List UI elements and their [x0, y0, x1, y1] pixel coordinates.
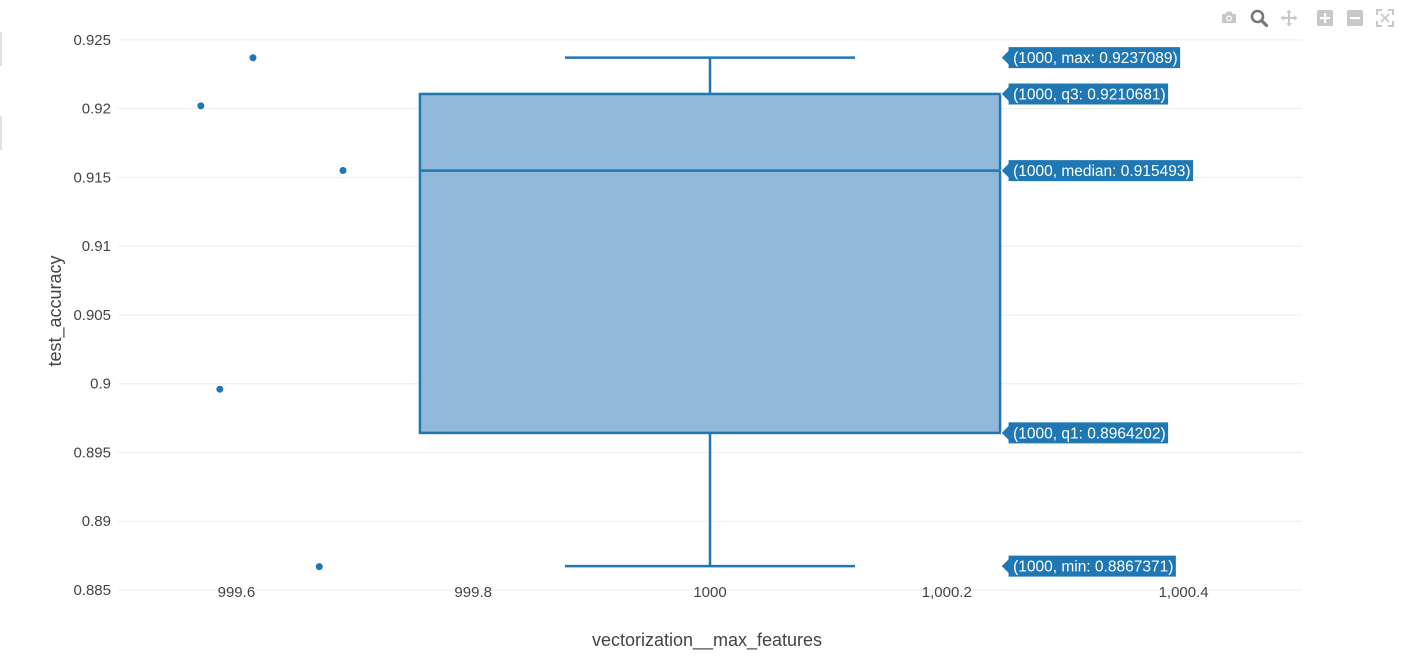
autoscale-icon	[1376, 9, 1394, 27]
x-tick-label: 999.8	[454, 584, 492, 601]
hover-label-box	[1000, 421, 1170, 445]
y-tick-label: 0.92	[82, 101, 111, 118]
y-tick-label: 0.915	[73, 169, 111, 186]
hover-label-text: (1000, max: 0.9237089)	[1013, 50, 1178, 67]
hover-label-q1: (1000, q1: 0.8964202)	[1000, 421, 1170, 445]
hover-label-box	[1000, 159, 1195, 183]
hover-label-q3: (1000, q3: 0.9210681)	[1000, 82, 1170, 106]
autoscale-button[interactable]	[1373, 6, 1397, 30]
x-axis-ticks: 999.6 999.8 1000 1,000.2 1,000.4	[218, 584, 1209, 601]
y-tick-label: 0.9	[90, 376, 111, 393]
y-tick-label: 0.925	[73, 32, 111, 49]
hover-label-min: (1000, min: 0.8867371)	[1000, 554, 1177, 578]
hover-label-max: (1000, max: 0.9237089)	[1000, 46, 1182, 70]
hover-label-box	[1000, 554, 1177, 578]
pan-icon	[1280, 9, 1298, 27]
hover-label-text: (1000, q1: 0.8964202)	[1013, 425, 1166, 442]
x-tick-label: 999.6	[218, 584, 256, 601]
x-tick-label: 1,000.4	[1159, 584, 1209, 601]
data-point[interactable]	[249, 54, 257, 62]
box-trace[interactable]	[418, 56, 1002, 568]
zoom-out-button[interactable]	[1343, 6, 1367, 30]
data-points[interactable]	[197, 54, 347, 571]
y-tick-label: 0.895	[73, 444, 111, 461]
x-tick-label: 1000	[693, 584, 726, 601]
y-axis-title: test_accuracy	[45, 255, 66, 366]
y-tick-label: 0.89	[82, 513, 111, 530]
data-point[interactable]	[197, 102, 205, 110]
zoom-button[interactable]	[1247, 6, 1271, 30]
camera-icon	[1222, 11, 1236, 23]
zoom-icon	[1250, 9, 1269, 28]
y-tick-label: 0.91	[82, 238, 111, 255]
hover-label-text: (1000, median: 0.915493)	[1013, 163, 1191, 180]
box-iqr[interactable]	[418, 92, 1002, 435]
left-edge-marker-top	[0, 32, 2, 66]
hover-label-box	[1000, 46, 1182, 70]
left-edge-marker-bottom	[0, 116, 2, 150]
y-tick-label: 0.885	[73, 582, 111, 599]
data-point[interactable]	[315, 563, 323, 571]
x-tick-label: 1,000.2	[922, 584, 972, 601]
data-point[interactable]	[339, 167, 347, 175]
y-axis-ticks: 0.885 0.89 0.895 0.9 0.905 0.91 0.915 0.92 0.925	[73, 32, 111, 599]
hover-label-median: (1000, median: 0.915493)	[1000, 159, 1195, 183]
modebar	[1217, 6, 1397, 30]
zoom-out-icon	[1347, 10, 1363, 26]
zoom-in-icon	[1317, 10, 1333, 26]
zoom-in-button[interactable]	[1313, 6, 1337, 30]
pan-button[interactable]	[1277, 6, 1301, 30]
camera-button[interactable]	[1217, 6, 1241, 30]
hover-label-text: (1000, min: 0.8867371)	[1013, 559, 1173, 576]
y-tick-label: 0.905	[73, 307, 111, 324]
x-axis-title: vectorization__max_features	[592, 630, 822, 651]
hover-label-box	[1000, 82, 1170, 106]
hover-labels: (1000, max: 0.9237089) (1000, q3: 0.92106…	[1000, 46, 1195, 578]
hover-label-text: (1000, q3: 0.9210681)	[1013, 86, 1166, 103]
data-point[interactable]	[216, 385, 224, 393]
